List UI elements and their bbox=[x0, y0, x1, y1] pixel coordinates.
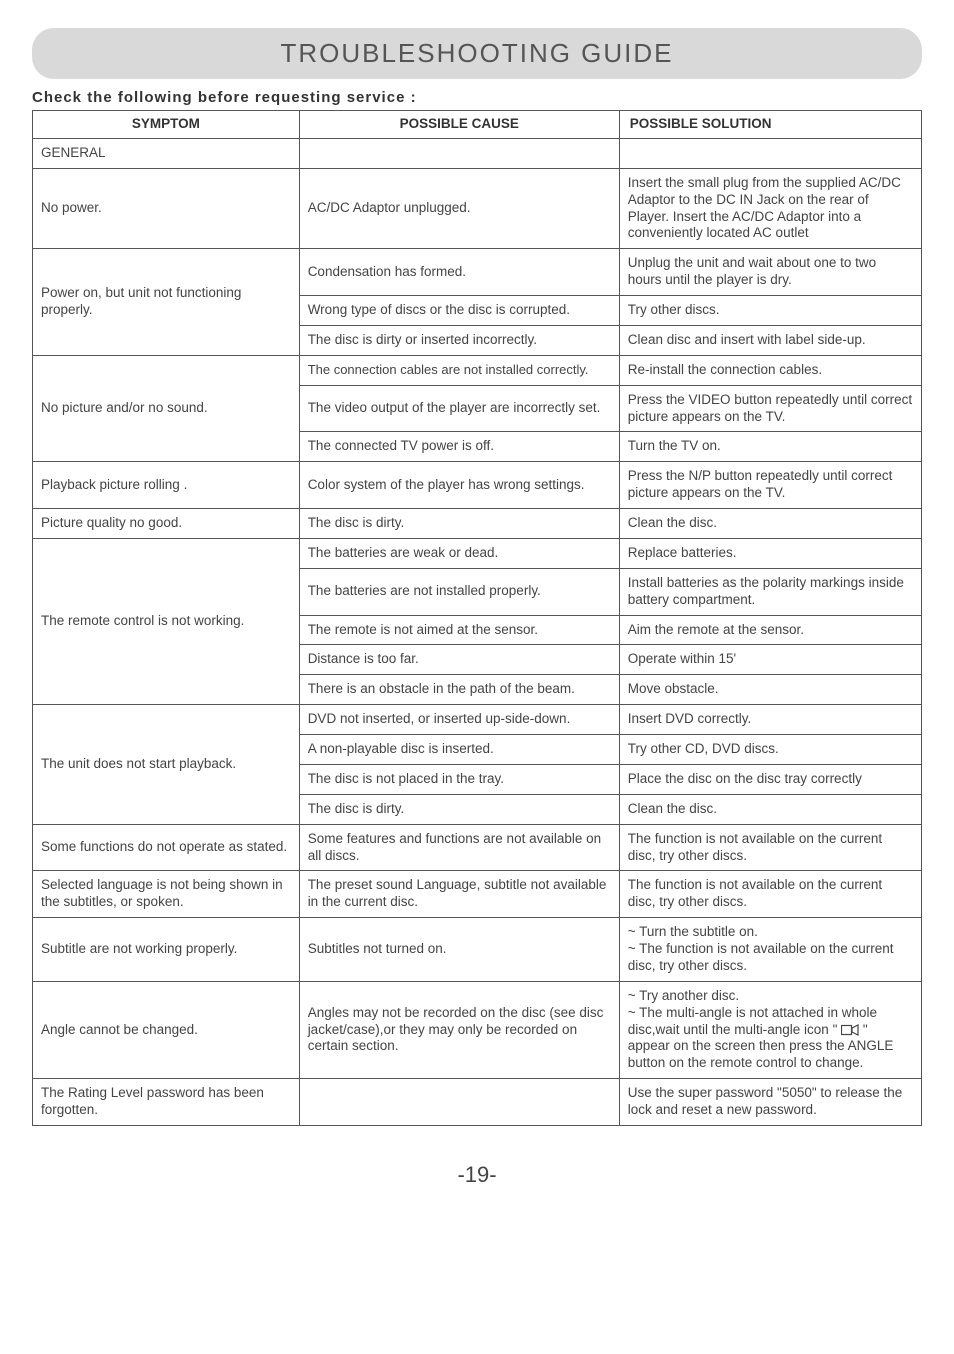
solution-cell: Clean the disc. bbox=[619, 794, 921, 824]
table-row: Picture quality no good. The disc is dir… bbox=[33, 509, 922, 539]
solution-cell: Try other CD, DVD discs. bbox=[619, 735, 921, 765]
camera-angle-icon bbox=[841, 1024, 859, 1036]
cause-cell: The connected TV power is off. bbox=[299, 432, 619, 462]
solution-cell: Move obstacle. bbox=[619, 675, 921, 705]
solution-cell: Press the VIDEO button repeatedly until … bbox=[619, 385, 921, 432]
table-row: Subtitle are not working properly. Subti… bbox=[33, 918, 922, 982]
cause-cell: The batteries are not installed properly… bbox=[299, 568, 619, 615]
symptom-cell: No picture and/or no sound. bbox=[33, 355, 300, 462]
solution-cell: Clean the disc. bbox=[619, 509, 921, 539]
solution-cell: Insert DVD correctly. bbox=[619, 705, 921, 735]
symptom-cell: The Rating Level password has been forgo… bbox=[33, 1079, 300, 1126]
cause-cell: The batteries are weak or dead. bbox=[299, 538, 619, 568]
page-title: TROUBLESHOOTING GUIDE bbox=[32, 28, 922, 79]
col-symptom: SYMPTOM bbox=[33, 111, 300, 139]
col-cause: POSSIBLE CAUSE bbox=[299, 111, 619, 139]
table-row: Angle cannot be changed. Angles may not … bbox=[33, 981, 922, 1078]
solution-cell: Press the N/P button repeatedly until co… bbox=[619, 462, 921, 509]
solution-cell: The function is not available on the cur… bbox=[619, 824, 921, 871]
general-row: GENERAL bbox=[33, 138, 922, 168]
symptom-cell: No power. bbox=[33, 168, 300, 249]
cause-cell: Distance is too far. bbox=[299, 645, 619, 675]
solution-line: ~ The function is not available on the c… bbox=[628, 941, 894, 973]
solution-line: ~ Try another disc. bbox=[628, 988, 739, 1003]
solution-cell: Operate within 15' bbox=[619, 645, 921, 675]
cause-cell: Color system of the player has wrong set… bbox=[299, 462, 619, 509]
cause-cell: AC/DC Adaptor unplugged. bbox=[299, 168, 619, 249]
page-number: -19- bbox=[32, 1162, 922, 1188]
solution-cell: ~ Turn the subtitle on. ~ The function i… bbox=[619, 918, 921, 982]
col-solution: POSSIBLE SOLUTION bbox=[619, 111, 921, 139]
cause-cell: The disc is dirty. bbox=[299, 794, 619, 824]
solution-cell: Place the disc on the disc tray correctl… bbox=[619, 764, 921, 794]
cell bbox=[619, 138, 921, 168]
symptom-cell: Angle cannot be changed. bbox=[33, 981, 300, 1078]
cause-cell: A non-playable disc is inserted. bbox=[299, 735, 619, 765]
solution-line: ~ The multi-angle is not attached in who… bbox=[628, 1005, 877, 1037]
symptom-cell: Some functions do not operate as stated. bbox=[33, 824, 300, 871]
table-header-row: SYMPTOM POSSIBLE CAUSE POSSIBLE SOLUTION bbox=[33, 111, 922, 139]
cause-cell: There is an obstacle in the path of the … bbox=[299, 675, 619, 705]
solution-line: ~ Turn the subtitle on. bbox=[628, 924, 758, 939]
table-row: No picture and/or no sound. The connecti… bbox=[33, 355, 922, 385]
table-row: No power. AC/DC Adaptor unplugged. Inser… bbox=[33, 168, 922, 249]
general-label: GENERAL bbox=[33, 138, 300, 168]
symptom-cell: Selected language is not being shown in … bbox=[33, 871, 300, 918]
cause-cell: The connection cables are not installed … bbox=[299, 355, 619, 385]
cause-cell: The remote is not aimed at the sensor. bbox=[299, 615, 619, 645]
solution-cell: Replace batteries. bbox=[619, 538, 921, 568]
cause-cell: Wrong type of discs or the disc is corru… bbox=[299, 296, 619, 326]
solution-cell: Re-install the connection cables. bbox=[619, 355, 921, 385]
table-row: Some functions do not operate as stated.… bbox=[33, 824, 922, 871]
symptom-cell: Picture quality no good. bbox=[33, 509, 300, 539]
solution-cell: Turn the TV on. bbox=[619, 432, 921, 462]
cell bbox=[299, 138, 619, 168]
symptom-cell: Subtitle are not working properly. bbox=[33, 918, 300, 982]
solution-cell: Insert the small plug from the supplied … bbox=[619, 168, 921, 249]
table-row: Power on, but unit not functioning prope… bbox=[33, 249, 922, 296]
table-row: Selected language is not being shown in … bbox=[33, 871, 922, 918]
solution-cell: Try other discs. bbox=[619, 296, 921, 326]
cause-cell: The disc is dirty. bbox=[299, 509, 619, 539]
table-row: The unit does not start playback. DVD no… bbox=[33, 705, 922, 735]
cause-cell: Condensation has formed. bbox=[299, 249, 619, 296]
cause-cell: Angles may not be recorded on the disc (… bbox=[299, 981, 619, 1078]
troubleshooting-table: SYMPTOM POSSIBLE CAUSE POSSIBLE SOLUTION… bbox=[32, 110, 922, 1126]
cause-cell: The preset sound Language, subtitle not … bbox=[299, 871, 619, 918]
solution-cell: The function is not available on the cur… bbox=[619, 871, 921, 918]
solution-cell: Unplug the unit and wait about one to tw… bbox=[619, 249, 921, 296]
cause-cell: Some features and functions are not avai… bbox=[299, 824, 619, 871]
solution-cell: Aim the remote at the sensor. bbox=[619, 615, 921, 645]
solution-cell: Install batteries as the polarity markin… bbox=[619, 568, 921, 615]
symptom-cell: Playback picture rolling . bbox=[33, 462, 300, 509]
table-row: The Rating Level password has been forgo… bbox=[33, 1079, 922, 1126]
cause-cell: The disc is not placed in the tray. bbox=[299, 764, 619, 794]
cause-cell: The video output of the player are incor… bbox=[299, 385, 619, 432]
symptom-cell: Power on, but unit not functioning prope… bbox=[33, 249, 300, 356]
table-row: Playback picture rolling . Color system … bbox=[33, 462, 922, 509]
solution-cell: ~ Try another disc. ~ The multi-angle is… bbox=[619, 981, 921, 1078]
page-subtitle: Check the following before requesting se… bbox=[32, 89, 922, 106]
solution-cell: Clean disc and insert with label side-up… bbox=[619, 325, 921, 355]
symptom-cell: The remote control is not working. bbox=[33, 538, 300, 704]
cause-cell bbox=[299, 1079, 619, 1126]
cause-cell: DVD not inserted, or inserted up-side-do… bbox=[299, 705, 619, 735]
cause-cell: The disc is dirty or inserted incorrectl… bbox=[299, 325, 619, 355]
solution-cell: Use the super password "5050" to release… bbox=[619, 1079, 921, 1126]
symptom-cell: The unit does not start playback. bbox=[33, 705, 300, 825]
cause-cell: Subtitles not turned on. bbox=[299, 918, 619, 982]
table-row: The remote control is not working. The b… bbox=[33, 538, 922, 568]
